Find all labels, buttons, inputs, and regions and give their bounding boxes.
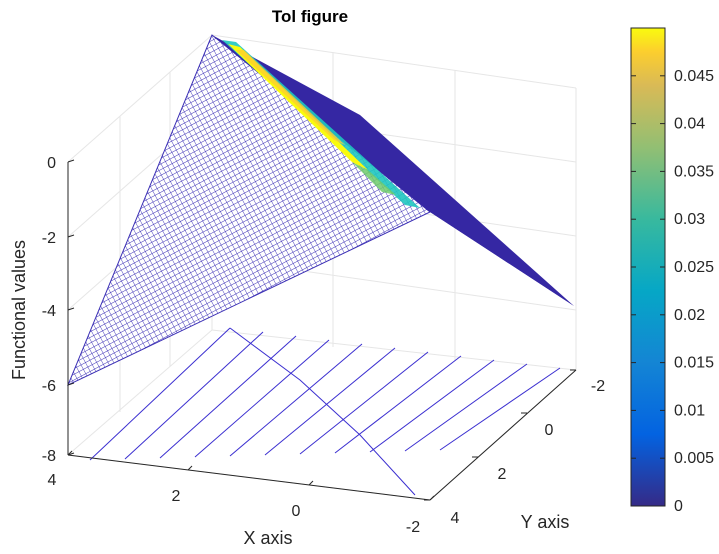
- y-tick-label: 2: [498, 466, 507, 483]
- colorbar-tick-label: 0.02: [674, 307, 705, 324]
- colorbar-tick-label: 0.03: [674, 211, 705, 228]
- contour-line: [124, 331, 264, 460]
- colorbar: 0 0.005 0.01 0.015 0.02 0.025 0.03 0.035 0.04 0.0…: [630, 27, 714, 515]
- colorbar-tick-label: 0.04: [674, 116, 705, 133]
- contour-line: [89, 327, 231, 461]
- colorbar-tick-label: 0: [674, 498, 683, 515]
- contour-line: [404, 363, 528, 452]
- surface-ridge-yellow-2: [236, 50, 345, 145]
- contour-line: [229, 327, 416, 496]
- y-tick-label: 4: [451, 510, 460, 527]
- contour-line: [159, 335, 297, 459]
- z-tick-label: -4: [42, 303, 56, 320]
- surface-mesh-front: [67, 34, 431, 387]
- y-axis: -2 0 2 4 Y axis: [424, 369, 605, 532]
- y-tick-label: -2: [591, 378, 605, 395]
- colorbar-gradient: [630, 27, 666, 507]
- z-tick-label: -8: [42, 448, 56, 465]
- contour-line: [194, 339, 330, 458]
- colorbar-tick-label: 0.045: [674, 68, 714, 85]
- z-axis-label: Functional values: [9, 240, 29, 380]
- x-tick-label: 0: [292, 503, 301, 520]
- surface-ridge-green: [352, 162, 396, 195]
- colorbar-tick-label: 0.025: [674, 259, 714, 276]
- surface-plot: [67, 34, 574, 387]
- contour-line: [369, 359, 495, 453]
- colorbar-tick-label: 0.015: [674, 355, 714, 372]
- x-tick-label: -2: [406, 519, 420, 536]
- contour-line: [334, 355, 462, 454]
- colorbar-tick-label: 0.01: [674, 402, 705, 419]
- colorbar-tick-label: 0.035: [674, 163, 714, 180]
- contour-line: [229, 343, 363, 457]
- x-tick-label: 4: [48, 472, 57, 489]
- y-axis-label: Y axis: [521, 512, 570, 532]
- z-tick-label: 0: [47, 155, 56, 172]
- contour-line: [439, 367, 561, 451]
- contour-line: [299, 351, 429, 455]
- z-tick-label: -2: [42, 230, 56, 247]
- contour-lines: [89, 327, 561, 496]
- x-axis: 4 2 0 -2 X axis: [48, 450, 435, 548]
- axes-lines: [67, 162, 577, 501]
- colorbar-tick-label: 0.005: [674, 450, 714, 467]
- contour-line: [264, 347, 396, 456]
- x-axis-label: X axis: [243, 528, 292, 548]
- z-tick-label: -6: [42, 378, 56, 395]
- x-tick-label: 2: [172, 488, 181, 505]
- chart-title: Tol figure: [272, 7, 348, 26]
- z-axis: 0 -2 -4 -6 -8 Functional values: [9, 155, 75, 465]
- y-tick-label: 0: [545, 422, 554, 439]
- colorbar-ticks: 0 0.005 0.01 0.015 0.02 0.025 0.03 0.035 0.04 0.0…: [631, 68, 714, 515]
